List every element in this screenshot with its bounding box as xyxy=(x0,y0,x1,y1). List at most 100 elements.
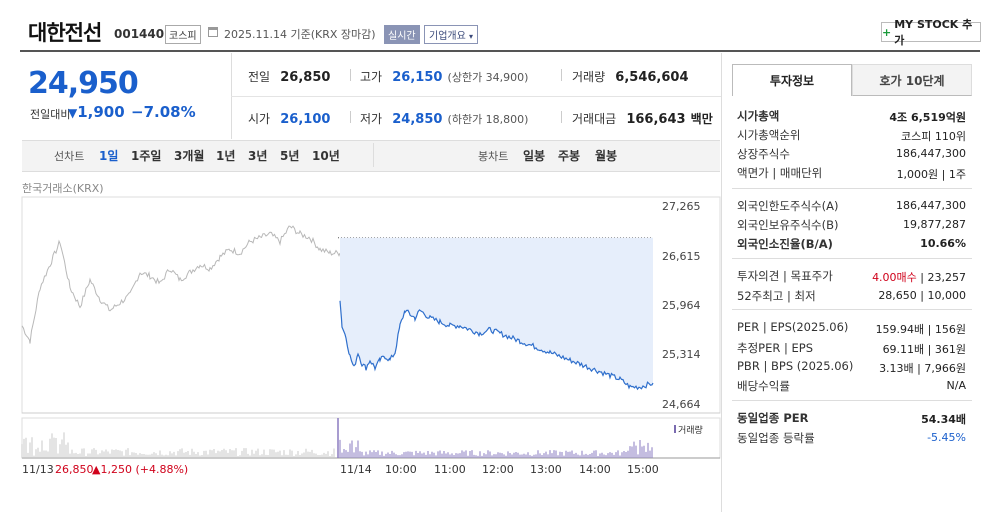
stat-amount-value: 166,643 xyxy=(626,112,686,127)
header-divider xyxy=(20,50,980,52)
tab-investment-info[interactable]: 투자정보 xyxy=(732,64,852,96)
info-value: 19,877,287 xyxy=(903,218,966,231)
info-value: 4조 6,519억원 xyxy=(889,111,966,124)
calendar-icon xyxy=(208,27,218,37)
info-label: 52주최고 | 최저 xyxy=(737,289,816,303)
stats-divider xyxy=(231,96,721,97)
chevron-down-icon: ▾ xyxy=(469,32,474,41)
today-area xyxy=(340,237,653,390)
prev-day-label: 전일대비 xyxy=(30,108,71,121)
info-value: 코스피 110위 xyxy=(901,130,966,143)
info-value: 28,650 | 10,000 xyxy=(878,289,966,302)
stat-low-value: 24,850 xyxy=(392,112,443,127)
info-label: 외국인보유주식수(B) xyxy=(737,218,839,232)
candle-weekly[interactable]: 주봉 xyxy=(558,149,581,163)
prev-close: 26,850 xyxy=(55,463,94,476)
period-10year[interactable]: 10년 xyxy=(312,149,340,163)
panel-row-divider xyxy=(732,400,972,401)
tab-order-book[interactable]: 호가 10단계 xyxy=(852,64,972,96)
price-change-pct: −7.08% xyxy=(131,103,196,121)
panel-row-divider xyxy=(732,258,972,259)
y-tick-label: 24,664 xyxy=(662,398,701,411)
separator xyxy=(561,111,562,123)
y-tick-label: 26,615 xyxy=(662,250,701,263)
info-value: 4.00매수 | 23,257 xyxy=(872,269,966,285)
lower-limit: (하한가 18,800) xyxy=(447,113,529,126)
plus-icon: + xyxy=(882,25,892,39)
y-tick-label: 25,314 xyxy=(662,348,701,361)
market-badge: 코스피 xyxy=(165,25,201,44)
stat-prev: 전일 26,850 xyxy=(248,66,330,85)
separator xyxy=(561,69,562,81)
info-label: 배당수익률 xyxy=(737,379,790,393)
stat-volume-label: 거래량 xyxy=(572,70,606,84)
info-value: -5.45% xyxy=(927,431,966,444)
y-tick-label: 27,265 xyxy=(662,200,701,213)
stat-high-label: 고가 xyxy=(360,70,383,84)
info-label: 외국인한도주식수(A) xyxy=(737,199,839,213)
stat-high: 고가 26,150 (상한가 34,900) xyxy=(360,66,528,85)
stat-open-label: 시가 xyxy=(248,112,271,126)
x-tick-label: 10:00 xyxy=(385,463,417,476)
info-value: 186,447,300 xyxy=(896,199,966,212)
x-tick-label: 15:00 xyxy=(627,463,659,476)
period-1year[interactable]: 1년 xyxy=(216,149,236,163)
stat-volume: 거래량 6,546,604 xyxy=(572,66,689,85)
period-1week[interactable]: 1주일 xyxy=(131,149,162,163)
stat-prev-value: 26,850 xyxy=(280,70,331,85)
stat-low: 저가 24,850 (하한가 18,800) xyxy=(360,108,528,127)
price-change: ▼1,900 xyxy=(68,103,125,121)
info-label: PER | EPS(2025.06) xyxy=(737,320,849,334)
stat-amount: 거래대금 166,643 백만 xyxy=(572,108,713,127)
period-1day[interactable]: 1일 xyxy=(99,149,119,163)
info-value: 1,000원 | 1주 xyxy=(896,168,966,181)
info-value: 186,447,300 xyxy=(896,147,966,160)
stat-low-label: 저가 xyxy=(360,112,383,126)
stat-high-value: 26,150 xyxy=(392,70,443,85)
stock-name: 대한전선 xyxy=(28,21,102,45)
info-value: N/A xyxy=(946,379,966,392)
panel-row-divider xyxy=(732,188,972,189)
period-3year[interactable]: 3년 xyxy=(248,149,268,163)
info-label: 투자의견 | 목표주가 xyxy=(737,269,833,283)
info-label: 추정PER | EPS xyxy=(737,341,814,355)
info-label: 동일업종 등락률 xyxy=(737,431,815,445)
info-value-opinion: 4.00매수 xyxy=(872,271,917,284)
stat-volume-value: 6,546,604 xyxy=(615,70,689,85)
y-tick-label: 25,964 xyxy=(662,299,701,312)
stat-amount-label: 거래대금 xyxy=(572,112,617,126)
period-toolbar xyxy=(22,140,720,172)
x-tick-prev-date: 11/13 xyxy=(22,463,54,476)
stock-code: 001440 xyxy=(114,27,165,41)
company-overview-button[interactable]: 기업개요 ▾ xyxy=(424,25,479,44)
candle-monthly[interactable]: 월봉 xyxy=(595,149,618,163)
volume-legend-swatch xyxy=(674,425,676,433)
toolbar-divider xyxy=(373,143,374,167)
info-label: 외국인소진율(B/A) xyxy=(737,237,833,251)
info-value: 3.13배 | 7,966원 xyxy=(879,362,966,375)
separator xyxy=(350,69,351,81)
my-stock-add-button[interactable]: + MY STOCK 추가 xyxy=(881,18,981,47)
candle-chart-label: 봉차트 xyxy=(478,150,509,163)
today-line xyxy=(339,300,654,391)
period-5year[interactable]: 5년 xyxy=(280,149,300,163)
x-tick-label: 13:00 xyxy=(530,463,562,476)
volume-legend: 거래량 xyxy=(674,423,703,436)
info-label: 액면가 | 매매단위 xyxy=(737,166,823,180)
current-price: 24,950 xyxy=(28,66,139,101)
info-value-target: | 23,257 xyxy=(916,271,966,284)
x-tick-label: 11:00 xyxy=(434,463,466,476)
upper-limit: (상한가 34,900) xyxy=(447,71,529,84)
panel-divider xyxy=(721,53,722,512)
volume-legend-label: 거래량 xyxy=(678,426,703,436)
prev-day-line xyxy=(21,225,341,344)
period-3month[interactable]: 3개월 xyxy=(174,149,205,163)
info-label: 시가총액순위 xyxy=(737,128,801,142)
info-value: 54.34배 xyxy=(921,413,966,426)
company-overview-label: 기업개요 xyxy=(429,31,466,42)
candle-daily[interactable]: 일봉 xyxy=(523,149,546,163)
info-label: 시가총액 xyxy=(737,109,780,123)
x-tick-label: 12:00 xyxy=(482,463,514,476)
realtime-button[interactable]: 실시간 xyxy=(384,25,420,44)
